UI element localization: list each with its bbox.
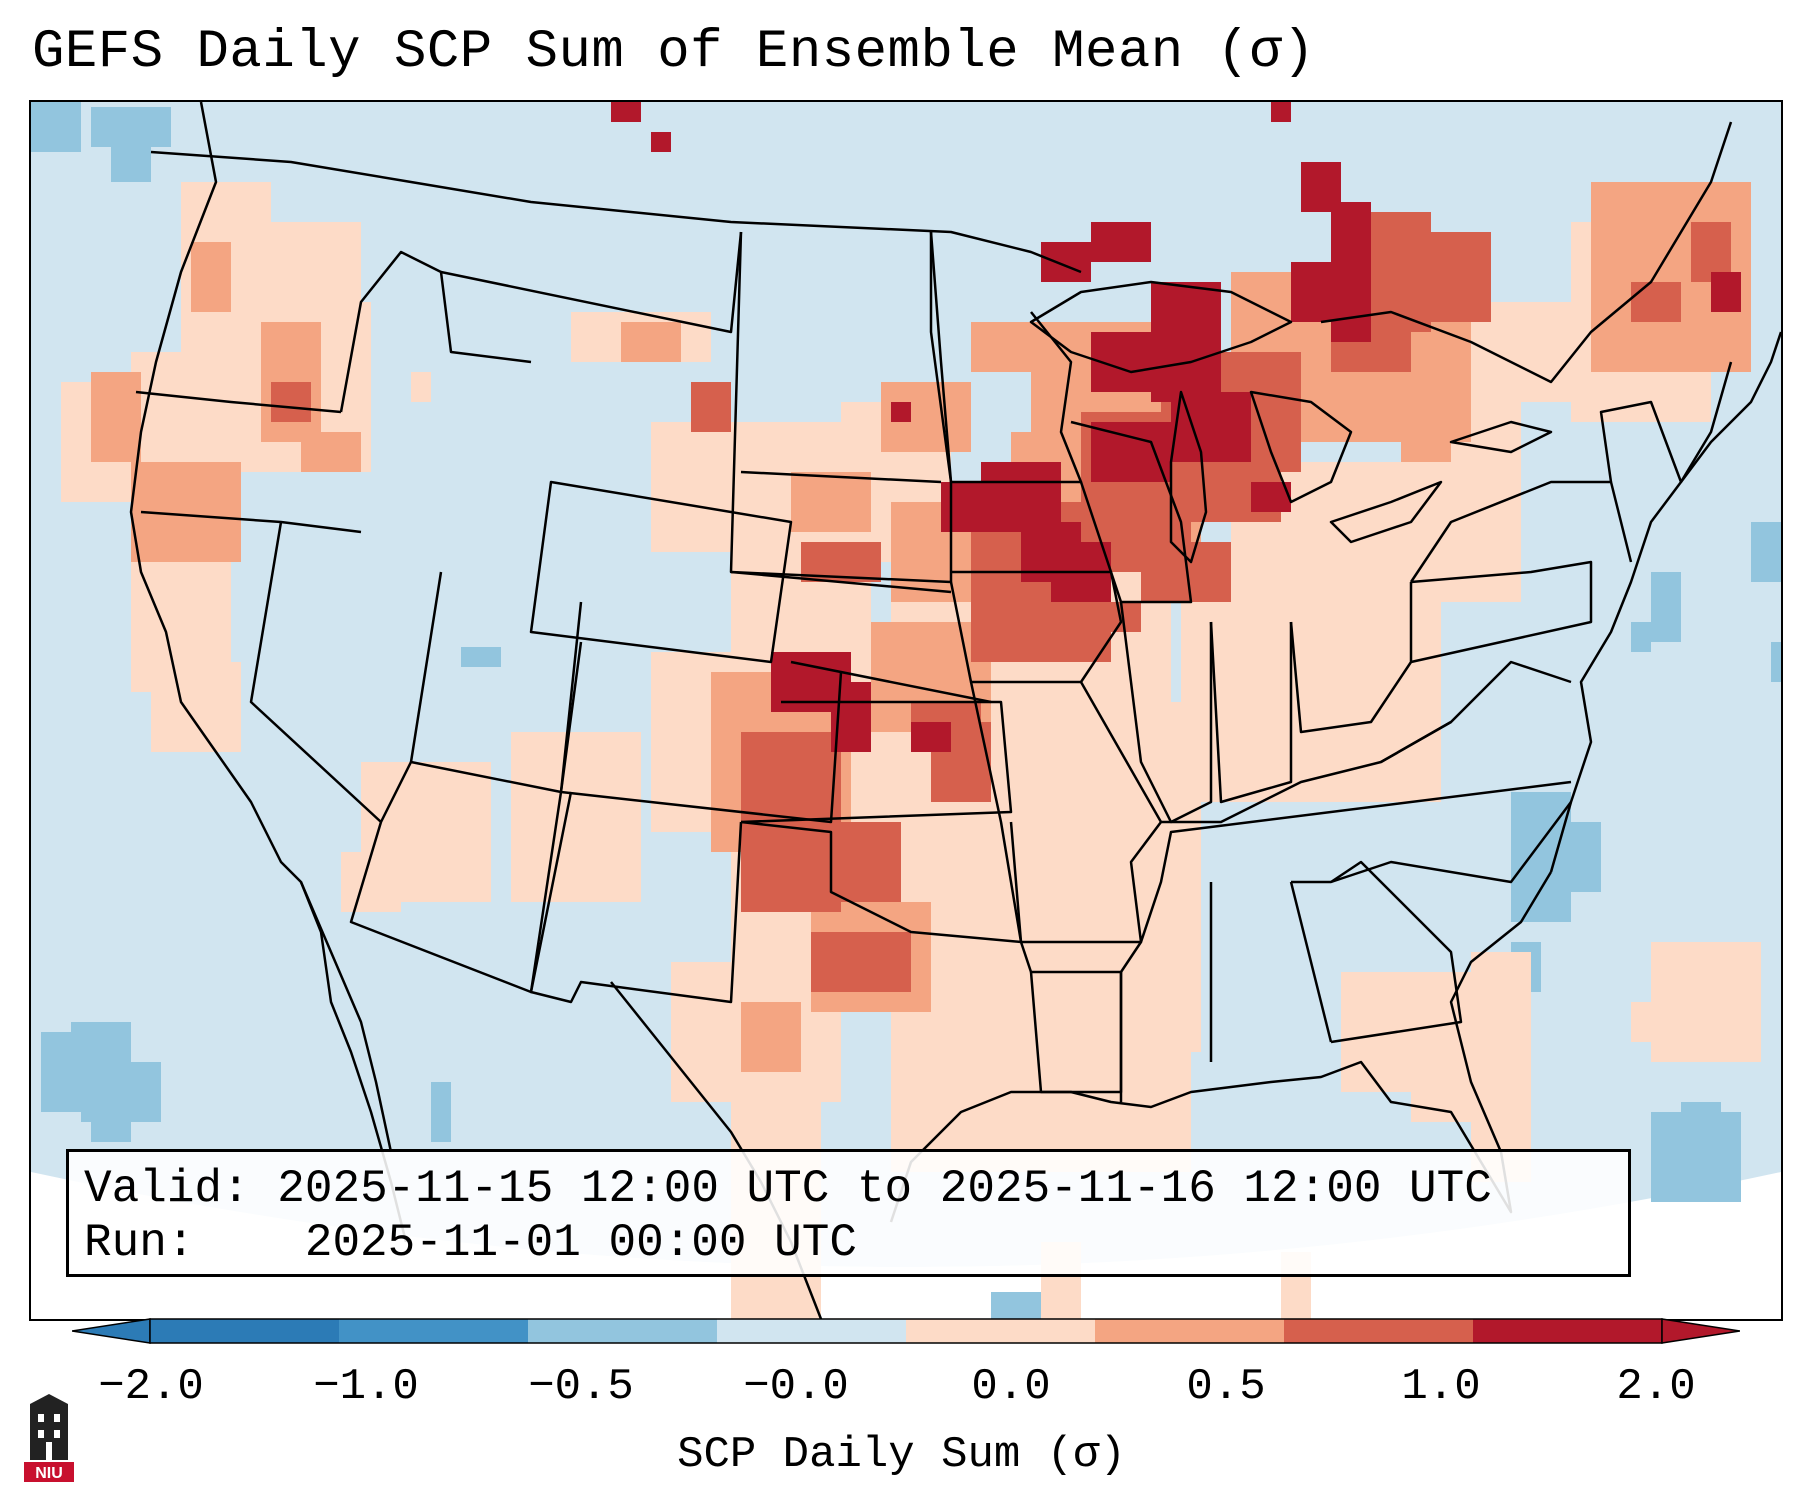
colorbar-tick: 2.0 xyxy=(1616,1362,1696,1412)
colorbar-segment xyxy=(1095,1319,1285,1343)
kansas-border xyxy=(740,700,1013,824)
indiana-border xyxy=(1209,621,1293,804)
sd-ne-border xyxy=(730,570,952,594)
logo-window xyxy=(54,1414,60,1422)
logo-banner xyxy=(24,1462,74,1482)
canada-east-border xyxy=(1320,121,1733,384)
valid-label: Valid: xyxy=(84,1163,250,1215)
logo-tower xyxy=(30,1394,68,1460)
colorbar xyxy=(72,1318,1740,1344)
map-panel[interactable] xyxy=(29,100,1783,1321)
virginia-border xyxy=(1380,660,1572,764)
colorbar-extend-high xyxy=(1661,1318,1740,1344)
great-lakes-huron xyxy=(1249,390,1353,504)
pennsylvania-border xyxy=(1410,560,1593,664)
colorbar-segment xyxy=(717,1319,907,1343)
wyoming-border xyxy=(529,480,793,664)
colorbar-label: SCP Daily Sum (σ) xyxy=(677,1430,1126,1480)
colorbar-tick: −2.0 xyxy=(98,1362,204,1412)
mississippi-alabama xyxy=(1119,881,1333,1102)
new-mexico-border xyxy=(529,791,743,1004)
logo-window xyxy=(38,1430,44,1438)
oklahoma-border xyxy=(740,820,1023,944)
new-england-border xyxy=(1599,361,1733,484)
nd-sd-border xyxy=(740,470,942,484)
idaho-border xyxy=(339,250,532,413)
colorbar-extend-low xyxy=(72,1318,151,1344)
projection-edge xyxy=(31,1172,1781,1319)
ohio-border xyxy=(1289,582,1413,734)
tennessee-border xyxy=(1139,780,1572,943)
baja-peninsula xyxy=(299,881,393,1153)
great-lakes-erie xyxy=(1329,480,1443,544)
logo-door xyxy=(46,1442,52,1460)
great-lakes-superior xyxy=(1029,280,1293,374)
new-york-border xyxy=(1409,480,1633,583)
arkansas-border xyxy=(1019,941,1143,974)
wa-or-border xyxy=(135,390,342,414)
negative-anomaly-patches xyxy=(31,102,1781,1319)
colorado-border xyxy=(559,641,843,824)
valid-value: 2025-11-15 12:00 UTC to 2025-11-16 12:00… xyxy=(277,1163,1492,1215)
logo-text: NIU xyxy=(35,1465,63,1482)
colorbar-tick: 0.0 xyxy=(971,1362,1051,1412)
montana-border xyxy=(440,231,743,334)
colorbar-tick: 1.0 xyxy=(1401,1362,1481,1412)
colorbar-tick: −1.0 xyxy=(313,1362,419,1412)
run-label: Run: xyxy=(84,1217,195,1269)
colorbar-segment xyxy=(1473,1319,1663,1343)
missouri-border xyxy=(969,681,1163,944)
logo-window xyxy=(54,1430,60,1438)
light-positive-anomaly xyxy=(61,182,1761,1319)
arizona-border xyxy=(349,761,573,994)
nevada-border xyxy=(249,521,382,823)
great-lakes-ontario xyxy=(1449,420,1553,454)
map-title: GEFS Daily SCP Sum of Ensemble Mean (σ) xyxy=(32,22,1316,83)
niu-logo: NIU xyxy=(24,1394,74,1482)
wisconsin-border xyxy=(1070,420,1193,604)
canada-border xyxy=(150,150,1082,274)
east-coast xyxy=(1549,331,1781,873)
colorbar-segment xyxy=(528,1319,718,1343)
colorbar-segment xyxy=(1284,1319,1474,1343)
georgia-border xyxy=(1291,860,1463,1044)
run-value: 2025-11-01 00:00 UTC xyxy=(304,1217,857,1269)
dakotas-border xyxy=(729,231,953,584)
colorbar-tick: −0.0 xyxy=(743,1362,849,1412)
logo-window xyxy=(38,1414,44,1422)
nebraska-border xyxy=(790,660,992,704)
carolinas-border xyxy=(1330,801,1572,884)
valid-run-info-box: Valid: 2025-11-15 12:00 UTC to 2025-11-1… xyxy=(66,1149,1631,1277)
iowa-border xyxy=(949,570,1123,684)
colorbar-segment xyxy=(339,1319,529,1343)
west-coast xyxy=(129,102,408,1243)
colorbar-segments xyxy=(149,1318,1663,1344)
texas-coast xyxy=(889,871,1553,1223)
utah-border xyxy=(409,571,583,794)
boundaries xyxy=(129,102,1781,1319)
colorbar-tick: −0.5 xyxy=(528,1362,634,1412)
colorbar-tick: 0.5 xyxy=(1186,1362,1266,1412)
colorbar-segment xyxy=(150,1319,340,1343)
great-lakes-michigan xyxy=(1169,390,1208,564)
map-svg xyxy=(31,102,1781,1319)
colorbar-segment xyxy=(906,1319,1096,1343)
